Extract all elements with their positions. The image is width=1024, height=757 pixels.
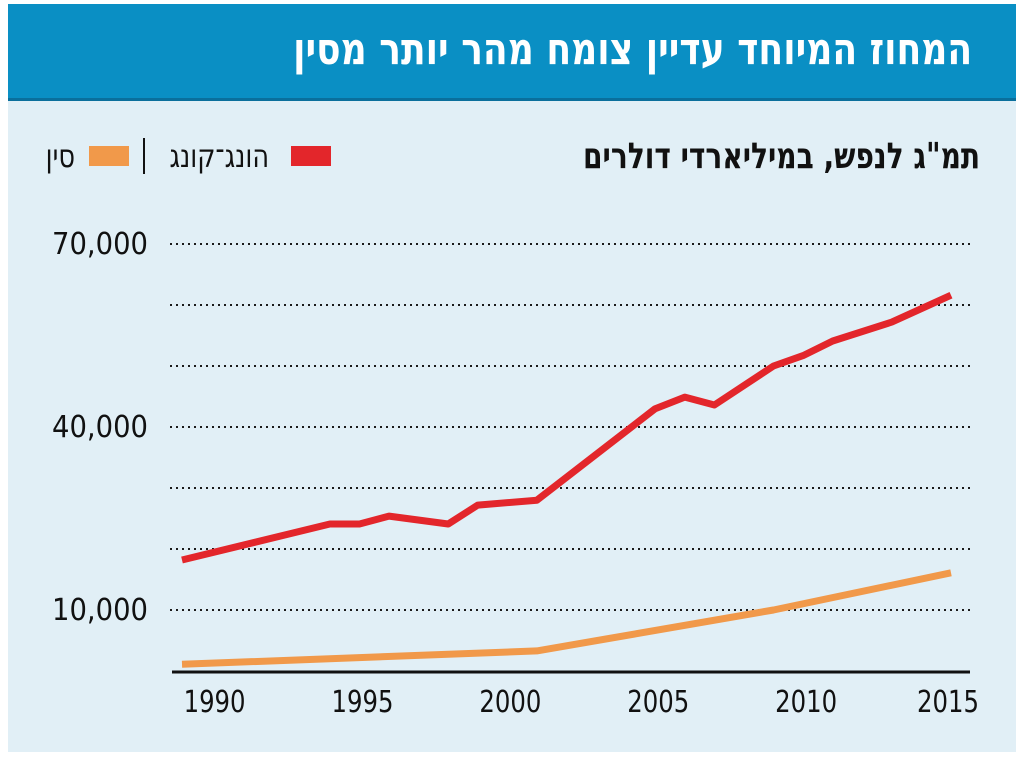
legend-swatch-china xyxy=(88,146,129,166)
x-tick-label: 2015 xyxy=(917,685,979,720)
x-axis-ticks: 1990 1995 2000 2005 2010 2015 xyxy=(184,685,979,720)
legend-label-china: סין xyxy=(45,137,75,175)
legend: סין הונג־קונג xyxy=(42,134,332,178)
x-tick-label: 2005 xyxy=(627,685,689,720)
header-banner: המחוז המיוחד עדיין צומח מהר יותר מסין xyxy=(8,4,1016,101)
y-tick-label: 40,000 xyxy=(52,410,148,445)
series-line-hong-kong xyxy=(181,292,953,564)
series-lines xyxy=(181,292,953,668)
gridlines xyxy=(170,243,970,611)
y-tick-label: 70,000 xyxy=(52,227,148,262)
legend-swatch-hong-kong xyxy=(291,146,332,166)
series-line-china xyxy=(181,569,952,668)
x-tick-label: 1990 xyxy=(184,685,246,720)
x-tick-label: 1995 xyxy=(331,685,393,720)
y-tick-label: 10,000 xyxy=(52,593,148,628)
y-axis-ticks: 10,000 40,000 70,000 xyxy=(52,227,148,628)
legend-divider xyxy=(142,138,145,174)
legend-label-hong-kong: הונג־קונג xyxy=(169,137,269,175)
x-tick-label: 2010 xyxy=(775,685,837,720)
chart-title: המחוז המיוחד עדיין צומח מהר יותר מסין xyxy=(292,24,972,75)
chart-subtitle: תמ"ג לנפש, במיליארדי דולרים xyxy=(582,136,980,177)
x-tick-label: 2000 xyxy=(479,685,541,720)
chart-frame: המחוז המיוחד עדיין צומח מהר יותר מסין תמ… xyxy=(8,4,1016,752)
